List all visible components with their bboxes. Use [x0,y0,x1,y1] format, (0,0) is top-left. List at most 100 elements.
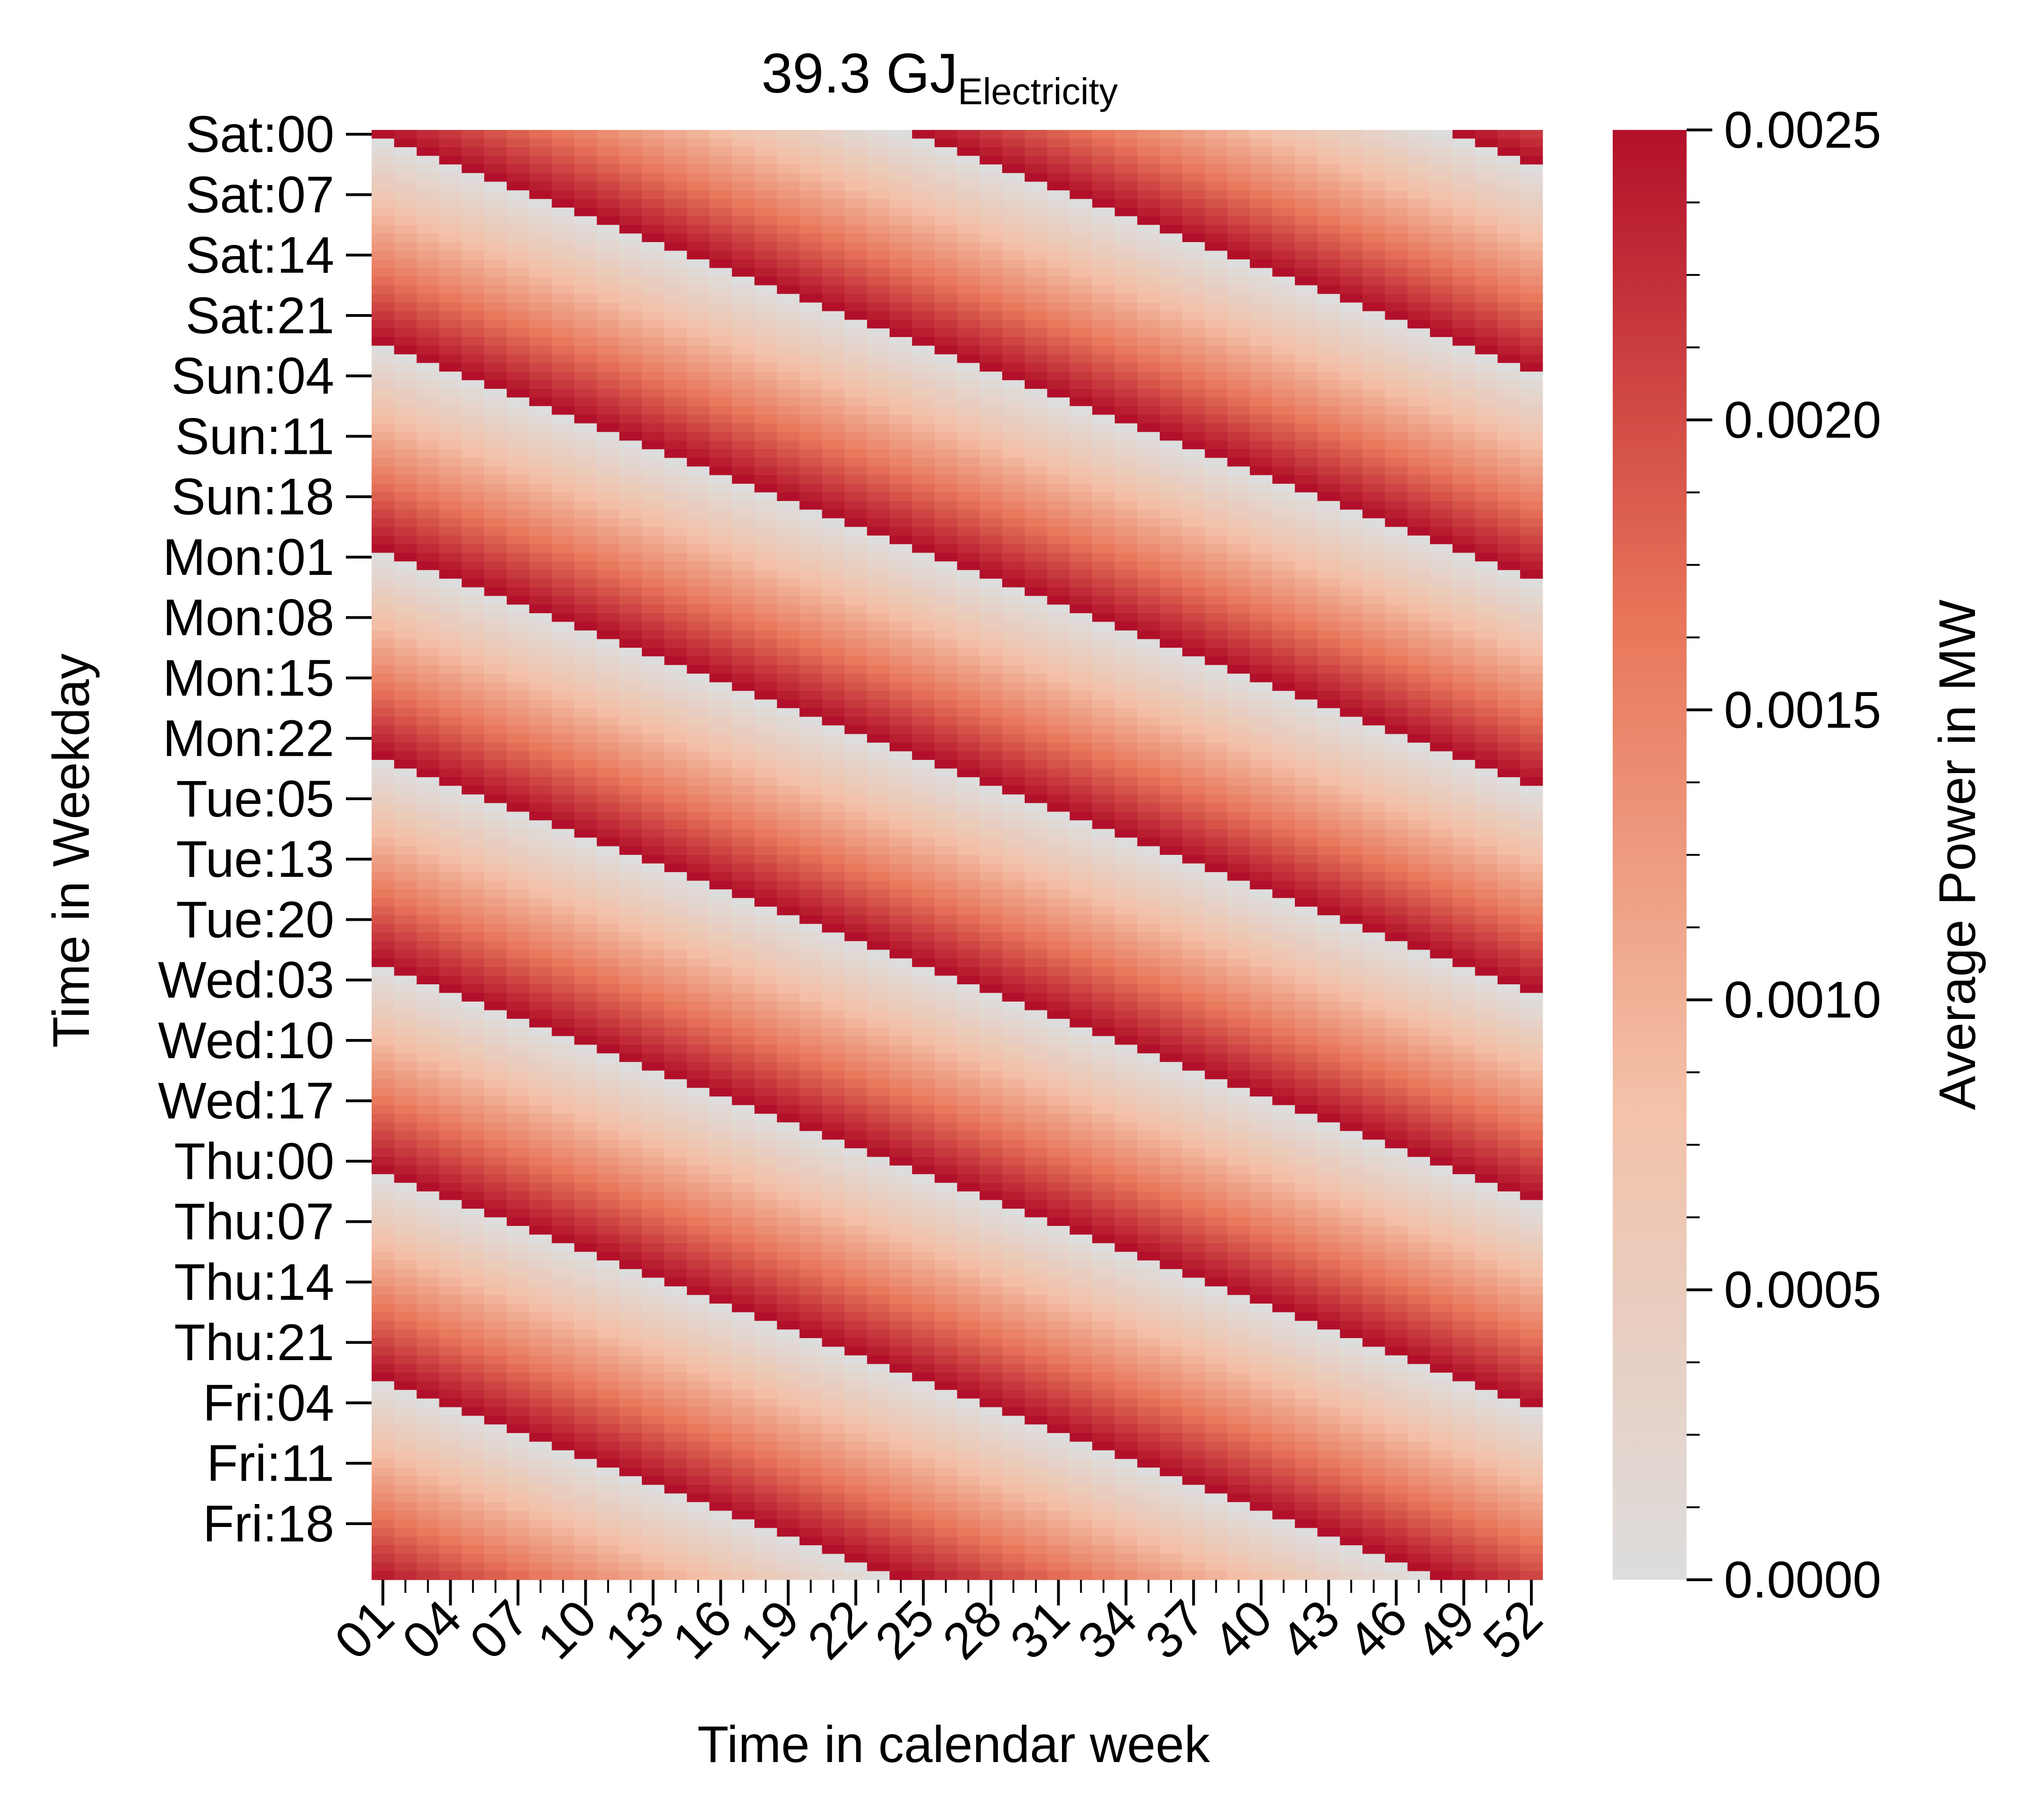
heatmap-cell [867,725,890,735]
heatmap-cell [461,1243,485,1252]
heatmap-cell [439,268,462,277]
heatmap-cell [507,665,530,674]
heatmap-cell [596,251,620,260]
heatmap-cell [732,647,755,657]
heatmap-cell [912,768,935,778]
heatmap-cell [439,423,462,432]
heatmap-cell [709,1312,733,1321]
heatmap-cell [664,682,688,691]
heatmap-cell [596,760,620,769]
heatmap-cell [574,760,597,769]
heatmap-cell [912,527,935,536]
heatmap-cell [619,570,642,579]
heatmap-cell [596,604,620,614]
heatmap-cell [934,1424,958,1433]
heatmap-cell [619,1484,642,1494]
heatmap-cell [957,1269,980,1278]
heatmap-cell [934,380,958,389]
heatmap-cell [777,466,800,476]
heatmap-cell [709,1502,733,1511]
heatmap-cell [507,276,530,286]
heatmap-cell [642,242,665,251]
heatmap-cell [867,811,890,821]
heatmap-cell [619,406,642,415]
heatmap-cell [912,1484,935,1494]
heatmap-cell [574,242,597,251]
heatmap-cell [799,302,823,312]
heatmap-cell [979,199,1003,208]
heatmap-cell [484,1312,507,1321]
heatmap-cell [596,1139,620,1149]
heatmap-cell [1002,958,1025,967]
heatmap-cell [574,1018,597,1028]
heatmap-cell [664,423,688,432]
heatmap-cell [799,742,823,752]
heatmap-cell [822,613,845,623]
heatmap-cell [484,1321,507,1330]
heatmap-cell [687,449,710,459]
heatmap-cell [957,432,980,441]
heatmap-cell [417,1217,440,1226]
heatmap-cell [709,811,733,821]
heatmap-cell [934,363,958,372]
heatmap-cell [799,1571,823,1580]
heatmap-cell [394,1484,417,1494]
heatmap-cell [687,613,710,623]
heatmap-cell [619,872,642,881]
heatmap-cell [822,1243,845,1252]
heatmap-cell [822,1260,845,1269]
heatmap-cell [889,294,912,303]
heatmap-cell [732,535,755,545]
heatmap-cell [596,846,620,855]
heatmap-cell [642,596,665,605]
heatmap-cell [979,1234,1003,1244]
heatmap-cell [754,1441,777,1451]
heatmap-cell [372,440,395,450]
heatmap-cell [754,415,777,424]
heatmap-cell [484,561,507,571]
heatmap-cell [664,665,688,674]
heatmap-cell [507,484,530,493]
heatmap-cell [709,941,733,950]
heatmap-cell [596,1260,620,1269]
heatmap-cell [867,1182,890,1192]
heatmap-cell [799,1502,823,1511]
heatmap-cell [934,181,958,191]
heatmap-cell [461,484,485,493]
heatmap-cell [687,1562,710,1572]
heatmap-cell [1025,225,1048,234]
heatmap-cell [889,898,912,907]
heatmap-cell [709,596,733,605]
heatmap-cell [799,682,823,691]
heatmap-cell [1002,1304,1025,1313]
heatmap-cell [552,1053,575,1062]
heatmap-cell [867,294,890,303]
heatmap-cell [732,1018,755,1028]
heatmap-cell [687,984,710,994]
heatmap-cell [754,1476,777,1485]
heatmap-cell [394,570,417,579]
heatmap-cell [844,372,868,381]
heatmap-cell [642,656,665,666]
heatmap-cell [552,1105,575,1114]
heatmap-cell [484,1217,507,1226]
heatmap-cell [484,251,507,260]
heatmap-cell [574,484,597,493]
heatmap-cell [1025,768,1048,778]
heatmap-cell [461,544,485,553]
heatmap-cell [934,1502,958,1511]
heatmap-cell [507,337,530,346]
heatmap-cell [732,492,755,502]
heatmap-cell [687,734,710,743]
heatmap-cell [596,1286,620,1296]
heatmap-cell [439,674,462,683]
heatmap-cell [372,656,395,666]
heatmap-cell [799,233,823,243]
heatmap-cell [777,1329,800,1339]
heatmap-cell [979,794,1003,803]
heatmap-cell [529,173,552,182]
heatmap-cell [1002,924,1025,933]
heatmap-cell [709,190,733,200]
heatmap-cell [844,1131,868,1140]
heatmap-cell [664,647,688,657]
